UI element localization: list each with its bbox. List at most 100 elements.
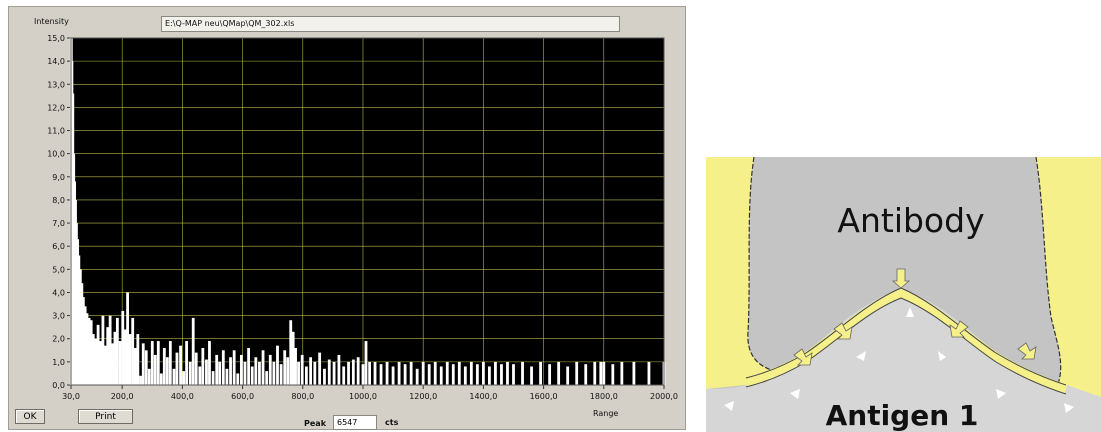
arrow-top	[891, 268, 911, 289]
arrow-white-4	[790, 389, 800, 399]
data-bar	[475, 364, 479, 385]
data-bar	[91, 334, 95, 385]
data-bar	[191, 317, 195, 385]
data-bar	[147, 368, 151, 385]
data-bar	[229, 357, 232, 385]
antibody-left-edge	[747, 157, 779, 373]
data-bar	[106, 327, 110, 385]
data-bar	[268, 354, 272, 385]
qmap-window: Intensity E:\Q-MAP neu\QMap\QM_302.xls 0…	[8, 6, 686, 430]
data-bar	[208, 341, 211, 385]
data-bar	[427, 364, 431, 385]
data-bar	[512, 364, 515, 385]
data-bar	[205, 359, 208, 385]
data-bar	[258, 361, 261, 385]
data-bar	[89, 320, 93, 385]
data-bar	[159, 373, 163, 385]
data-bar	[557, 361, 561, 385]
data-bar	[126, 292, 129, 385]
data-bar	[297, 361, 300, 385]
data-bar	[364, 341, 368, 385]
antigen-surface	[706, 289, 1101, 432]
y-tick-label: 6,0	[52, 242, 65, 251]
file-path-field[interactable]: E:\Q-MAP neu\QMap\QM_302.xls	[161, 16, 620, 32]
x-tick-label: 30,0	[62, 392, 80, 401]
y-tick-label: 15,0	[47, 34, 65, 43]
data-bar	[530, 366, 533, 385]
x-tick-label: 200,0	[111, 392, 134, 401]
y-tick-label: 13,0	[47, 80, 65, 89]
data-bar	[548, 364, 552, 385]
peak-value-field[interactable]: 6547	[333, 415, 377, 430]
data-bar	[602, 361, 606, 385]
plot-frame	[70, 37, 665, 386]
data-bar	[77, 255, 81, 385]
arrow-left-upper	[833, 322, 853, 340]
data-bar	[172, 368, 176, 385]
arrow-white-2	[856, 351, 866, 361]
data-bar	[283, 350, 287, 385]
antibody-right-lobe	[1036, 157, 1101, 397]
data-bar	[133, 347, 137, 385]
data-bar	[153, 354, 157, 385]
intensity-chart: 0,0 1,0 2,0 3,0 4,0 5,0 6,0 7,0 8,0 9,0 10,0 11,0 12…	[47, 34, 678, 401]
data-bar	[144, 350, 148, 385]
data-bar	[243, 361, 247, 385]
ok-button[interactable]: OK	[15, 409, 45, 424]
data-bar	[108, 315, 112, 385]
data-bar	[83, 306, 87, 385]
data-bar	[566, 366, 570, 385]
data-bar	[300, 354, 304, 385]
data-bar	[500, 364, 503, 385]
binding-band	[744, 288, 1068, 394]
data-bar	[165, 357, 169, 385]
data-bar	[156, 341, 160, 385]
data-bar	[236, 373, 240, 385]
data-bar	[272, 361, 276, 385]
data-bar	[239, 354, 243, 385]
x-tick-label: 1400,0	[469, 392, 497, 401]
x-tick-label: 800,0	[291, 392, 314, 401]
data-bar	[87, 317, 91, 385]
data-bar	[611, 364, 615, 385]
data-bar	[136, 334, 140, 385]
data-bar	[469, 361, 473, 385]
antibody-left-lobe	[706, 157, 778, 389]
x-tick-label: 2000,0	[650, 392, 678, 401]
data-bar	[327, 359, 331, 385]
data-bar	[139, 375, 142, 385]
x-tick-label: 1600,0	[530, 392, 558, 401]
range-label: Range	[593, 409, 619, 418]
data-bar	[182, 371, 185, 385]
data-bar	[111, 343, 114, 385]
x-tick-label: 600,0	[231, 392, 254, 401]
y-tick-label: 10,0	[47, 150, 65, 159]
data-bar	[397, 361, 401, 385]
data-bar	[318, 352, 322, 385]
data-bar	[188, 361, 192, 385]
data-bar	[215, 354, 219, 385]
data-bar	[309, 357, 313, 385]
data-bar	[342, 366, 346, 385]
data-bar	[96, 324, 100, 385]
arrow-right-upper	[949, 320, 969, 338]
y-tick-label: 2,0	[52, 335, 65, 344]
data-bar	[647, 361, 651, 385]
data-bar	[118, 341, 122, 385]
data-bar	[123, 329, 127, 385]
arrow-left-mid	[793, 348, 813, 366]
y-tick-label: 9,0	[52, 173, 65, 182]
data-bar	[286, 357, 290, 385]
y-tick-label: 5,0	[52, 265, 65, 274]
y-tick-label: 14,0	[47, 57, 65, 66]
data-bar	[620, 361, 624, 385]
data-bar	[494, 361, 497, 385]
data-bar	[506, 361, 509, 385]
x-tick-label: 1200,0	[409, 392, 437, 401]
print-button[interactable]: Print	[78, 409, 133, 424]
data-bar	[81, 297, 85, 385]
data-bar	[539, 361, 542, 385]
data-bar	[247, 347, 250, 385]
data-bar	[373, 361, 377, 385]
y-tick-label: 1,0	[52, 358, 65, 367]
